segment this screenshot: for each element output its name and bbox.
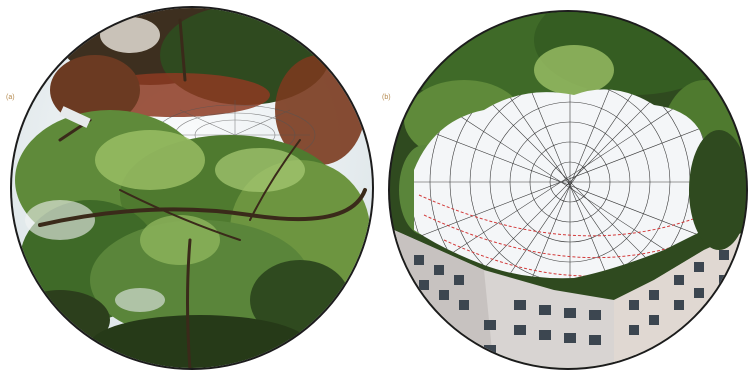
tree-branches bbox=[38, 18, 367, 368]
fisheye-photo-canopy bbox=[10, 6, 374, 370]
side-tree bbox=[689, 130, 746, 250]
panel-label-a: (a) bbox=[6, 94, 15, 101]
lamp bbox=[59, 106, 91, 128]
fisheye-photo-courtyard bbox=[388, 10, 748, 370]
panel-label-b: (b) bbox=[382, 94, 391, 101]
sky-opening bbox=[414, 89, 712, 279]
